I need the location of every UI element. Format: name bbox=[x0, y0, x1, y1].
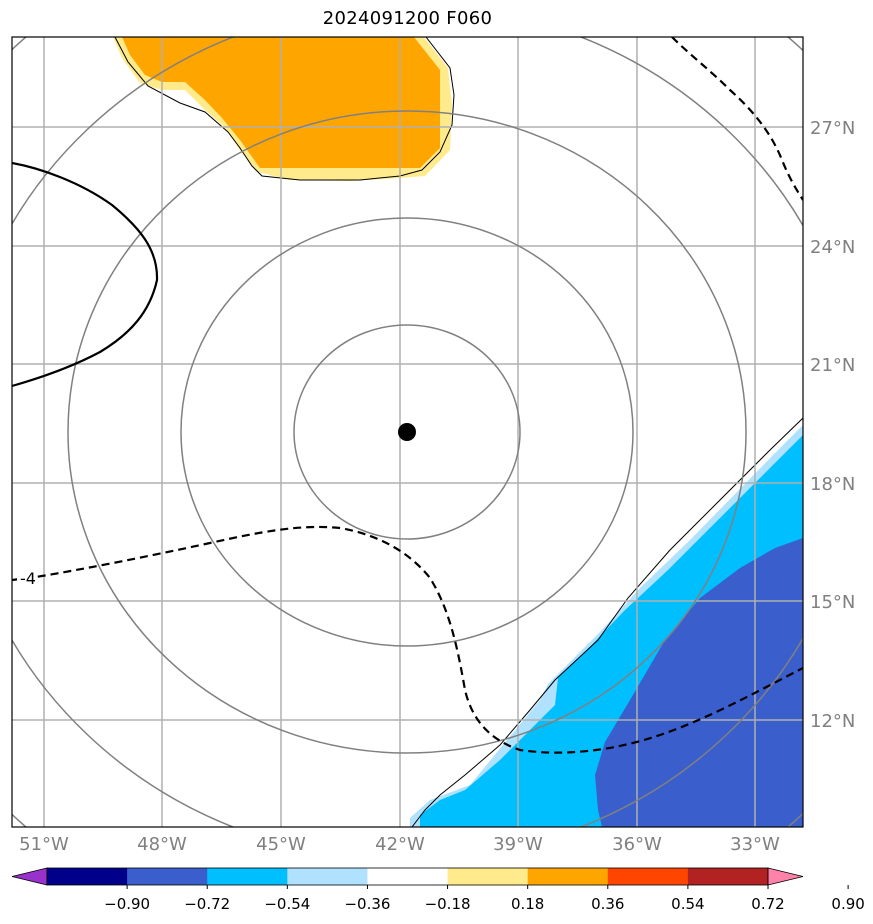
lat-label-24n: 24°N bbox=[810, 237, 855, 258]
colorbar-segment bbox=[367, 868, 449, 885]
lat-label-12n: 12°N bbox=[810, 711, 855, 732]
solid-contour-line bbox=[12, 161, 159, 388]
colorbar-tick-label: −0.36 bbox=[344, 895, 390, 913]
colorbar-tick-label: −0.54 bbox=[264, 895, 310, 913]
colorbar-segment bbox=[607, 868, 689, 885]
lon-label-42w: 42°W bbox=[375, 834, 425, 855]
lon-label-36w: 36°W bbox=[612, 834, 662, 855]
map-title: 2024091200 F060 bbox=[322, 8, 493, 29]
colorbar: −0.90 −0.72 −0.54 −0.36 −0.18 0.18 0.36 0.54 0.7… bbox=[11, 867, 865, 913]
colorbar-segment bbox=[127, 868, 208, 885]
graticule bbox=[12, 37, 803, 827]
dashed-contour-line-south bbox=[12, 525, 803, 754]
lon-label-48w: 48°W bbox=[137, 834, 187, 855]
storm-center-marker bbox=[398, 423, 416, 441]
latitude-labels: 27°N 24°N 21°N 18°N 15°N 12°N bbox=[810, 118, 855, 732]
colorbar-segment bbox=[287, 868, 368, 885]
colorbar-segment bbox=[47, 868, 128, 885]
colorbar-segment bbox=[447, 868, 529, 885]
negative-anomaly-strong-fill bbox=[595, 538, 803, 827]
lon-label-33w: 33°W bbox=[730, 834, 780, 855]
colorbar-outline bbox=[46, 867, 769, 886]
lat-label-15n: 15°N bbox=[810, 592, 855, 613]
colorbar-extension-min bbox=[11, 867, 48, 886]
lat-label-27n: 27°N bbox=[810, 118, 855, 139]
lon-label-51w: 51°W bbox=[19, 834, 69, 855]
colorbar-tick-label: 0.18 bbox=[511, 895, 544, 913]
lat-label-18n: 18°N bbox=[810, 474, 855, 495]
colorbar-segment bbox=[207, 868, 288, 885]
contour-label: -4 bbox=[20, 569, 36, 588]
longitude-labels: 51°W 48°W 45°W 42°W 39°W 36°W 33°W bbox=[19, 834, 780, 855]
colorbar-tick-label: −0.72 bbox=[184, 895, 230, 913]
colorbar-tick-label: 0.36 bbox=[591, 895, 624, 913]
lon-label-45w: 45°W bbox=[256, 834, 306, 855]
colorbar-tick-label: 0.90 bbox=[831, 895, 864, 913]
colorbar-tick-label: −0.90 bbox=[104, 895, 150, 913]
map-frame bbox=[11, 36, 804, 828]
colorbar-extension-max bbox=[767, 867, 804, 886]
colorbar-tick-label: 0.54 bbox=[671, 895, 704, 913]
lon-label-39w: 39°W bbox=[493, 834, 543, 855]
colorbar-tick-label: −0.18 bbox=[425, 895, 471, 913]
lat-label-21n: 21°N bbox=[810, 355, 855, 376]
colorbar-tick-label: 0.72 bbox=[751, 895, 784, 913]
coastline-south-east bbox=[411, 417, 803, 827]
colorbar-segment bbox=[687, 868, 769, 885]
colorbar-segment bbox=[527, 868, 609, 885]
